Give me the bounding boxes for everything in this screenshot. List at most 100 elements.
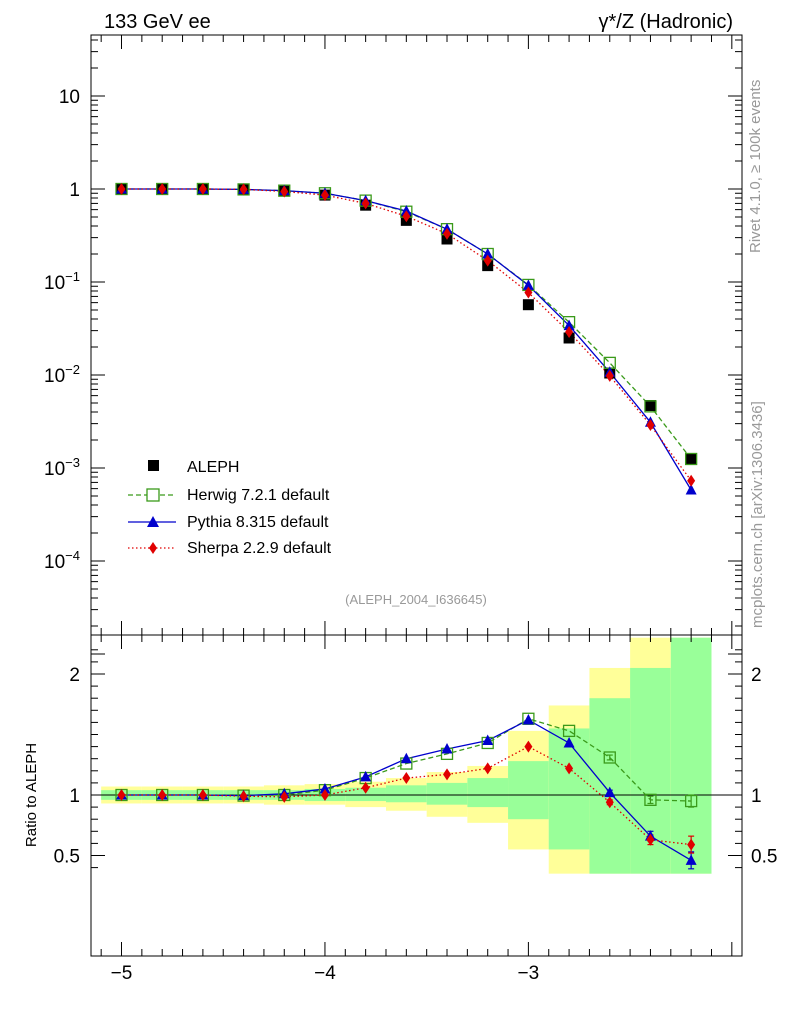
main-line-sherpa xyxy=(121,188,692,482)
right-title: γ*/Z (Hadronic) xyxy=(599,11,733,33)
legend-label-aleph: ALEPH xyxy=(187,459,239,476)
legend-label-herwig: Herwig 7.2.1 default xyxy=(187,487,330,504)
main-point-herwig xyxy=(644,400,657,413)
main-series-lines xyxy=(121,188,692,491)
main-point-sherpa xyxy=(687,474,696,487)
mcplots-label: mcplots.cern.ch [arXiv:1306.3436] xyxy=(749,401,766,628)
ratio-point-pythia xyxy=(604,786,616,798)
ratio-line-sherpa xyxy=(121,745,692,846)
main-point-pythia xyxy=(522,279,534,290)
ratio-y-tick-label-right: 0.5 xyxy=(751,847,777,868)
legend-marker-pythia xyxy=(147,516,159,527)
legend-marker-aleph xyxy=(148,460,159,471)
ratio-point-sherpa xyxy=(117,789,126,801)
ratio-y-tick-label: 2 xyxy=(69,665,80,686)
ratio-point-sherpa xyxy=(239,790,248,803)
ratio-point-pythia xyxy=(441,743,453,754)
main-y-tick-label: 1 xyxy=(69,180,80,201)
ratio-point-pythia xyxy=(319,782,331,794)
main-point-sherpa xyxy=(565,325,574,338)
main-point-sherpa xyxy=(402,210,411,223)
ratio-point-sherpa xyxy=(402,772,411,785)
main-point-sherpa xyxy=(483,254,492,267)
main-point-aleph xyxy=(685,453,697,465)
main-point-sherpa xyxy=(280,185,289,198)
ratio-y-tick-label-right: 2 xyxy=(751,665,762,686)
main-point-sherpa xyxy=(443,227,452,240)
main-point-pythia xyxy=(685,484,697,495)
ratio-band-inner xyxy=(508,761,549,820)
ratio-y-tick-label: 0.5 xyxy=(54,847,80,868)
ratio-point-sherpa xyxy=(524,740,533,753)
main-axis-ticks: 10 1 10−1 10−2 10−3 10−4 xyxy=(44,35,742,655)
left-title: 133 GeV ee xyxy=(104,11,211,33)
ratio-point-herwig xyxy=(684,794,698,808)
ratio-point-sherpa xyxy=(646,833,655,846)
legend-marker-sherpa xyxy=(149,542,157,554)
legend: ALEPH Herwig 7.2.1 default Pythia 8.315 … xyxy=(128,459,332,557)
main-point-sherpa xyxy=(158,183,167,195)
main-y-tick-label: 10−3 xyxy=(44,455,80,480)
ratio-point-sherpa xyxy=(158,789,167,801)
analysis-watermark: (ALEPH_2004_I636645) xyxy=(345,592,487,607)
main-point-aleph xyxy=(644,399,656,411)
rivet-label: Rivet 4.1.0, ≥ 100k events xyxy=(747,80,764,253)
ratio-line-herwig xyxy=(121,718,692,802)
legend-marker-herwig xyxy=(146,488,160,502)
main-point-pythia xyxy=(563,319,575,331)
x-tick-label: −5 xyxy=(111,963,133,984)
main-point-sherpa xyxy=(646,418,655,431)
ratio-band-inner xyxy=(385,785,427,803)
main-line-herwig xyxy=(121,188,692,460)
main-line-pythia xyxy=(121,188,692,491)
main-y-tick-label: 10 xyxy=(59,87,80,108)
ratio-point-sherpa xyxy=(320,789,329,801)
ratio-point-sherpa xyxy=(687,838,696,851)
ratio-point-pythia xyxy=(522,713,534,725)
main-point-pythia xyxy=(482,248,494,259)
ratio-point-pythia xyxy=(685,854,697,865)
ratio-point-sherpa xyxy=(565,762,574,775)
ratio-point-pythia xyxy=(563,736,575,748)
ratio-point-pythia xyxy=(360,770,372,782)
ratio-point-sherpa xyxy=(483,762,492,775)
main-point-sherpa xyxy=(117,183,126,195)
main-point-sherpa xyxy=(198,183,207,195)
ratio-band-inner xyxy=(467,778,509,808)
main-point-sherpa xyxy=(524,286,533,299)
ratio-y-label: Ratio to ALEPH xyxy=(23,743,40,847)
main-y-tick-label: 10−2 xyxy=(44,362,80,387)
ratio-band-inner xyxy=(589,698,631,874)
ratio-point-sherpa xyxy=(361,781,370,794)
main-y-tick-label: 10−4 xyxy=(44,548,80,573)
x-tick-label: −4 xyxy=(314,963,336,984)
ratio-point-herwig xyxy=(644,793,657,806)
ratio-band-inner xyxy=(426,782,468,805)
main-point-aleph xyxy=(522,299,534,311)
ratio-frame xyxy=(90,634,743,957)
main-point-sherpa xyxy=(361,197,370,210)
legend-label-sherpa: Sherpa 2.2.9 default xyxy=(187,540,332,557)
ratio-point-pythia xyxy=(400,752,412,764)
x-tick-label: −3 xyxy=(518,963,540,984)
main-point-sherpa xyxy=(605,369,614,382)
ratio-band-inner xyxy=(670,637,712,874)
ratio-point-herwig xyxy=(562,724,576,738)
main-series-markers xyxy=(115,182,698,495)
ratio-band-inner xyxy=(345,787,386,802)
main-point-herwig xyxy=(684,452,698,466)
ratio-band-inner xyxy=(548,728,590,850)
main-point-sherpa xyxy=(239,183,248,196)
ratio-point-sherpa xyxy=(198,789,207,801)
ratio-point-pythia xyxy=(482,734,494,746)
ratio-point-herwig xyxy=(603,751,616,764)
main-point-sherpa xyxy=(320,189,329,202)
legend-label-pythia: Pythia 8.315 default xyxy=(187,514,329,531)
ratio-y-tick-label-right: 1 xyxy=(751,786,762,807)
main-y-tick-label: 10−1 xyxy=(44,269,80,294)
ratio-y-tick-label: 1 xyxy=(69,786,80,807)
ratio-point-sherpa xyxy=(605,796,614,809)
ratio-point-sherpa xyxy=(443,768,452,781)
ratio-point-sherpa xyxy=(280,790,289,803)
